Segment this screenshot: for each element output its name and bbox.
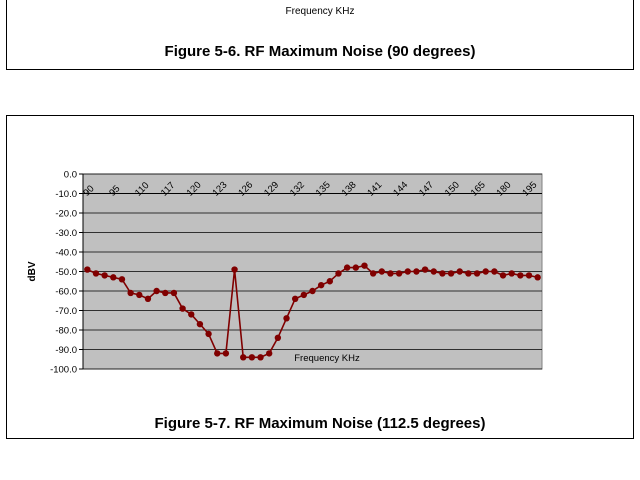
data-point bbox=[352, 264, 360, 271]
y-tick-label: -90.0 bbox=[55, 345, 77, 356]
data-point bbox=[162, 289, 169, 297]
data-point bbox=[430, 268, 437, 275]
data-point bbox=[439, 270, 446, 277]
data-point bbox=[265, 350, 273, 357]
data-point bbox=[369, 270, 377, 277]
data-point bbox=[525, 272, 533, 279]
y-tick-label: -20.0 bbox=[55, 209, 77, 220]
data-point bbox=[508, 270, 515, 277]
data-point bbox=[456, 268, 463, 275]
figure-caption: Figure 5-7. RF Maximum Noise (112.5 degr… bbox=[154, 415, 486, 432]
data-point bbox=[343, 264, 351, 271]
data-point bbox=[257, 354, 264, 361]
data-point bbox=[240, 354, 247, 361]
data-point bbox=[248, 354, 256, 361]
data-point bbox=[291, 295, 299, 302]
data-point bbox=[300, 291, 308, 299]
y-tick-label: 0.0 bbox=[64, 170, 77, 181]
y-tick-label: -10.0 bbox=[55, 189, 77, 200]
y-tick-label: -40.0 bbox=[55, 248, 77, 259]
data-point bbox=[491, 268, 498, 275]
data-point bbox=[465, 270, 472, 277]
y-axis-title: dBV bbox=[27, 261, 38, 281]
noise-line-chart: 0.0 -10.0 -20.0 -30.0 -40.0 -50.0 -60.0 -70.0 -8… bbox=[27, 170, 543, 376]
data-point bbox=[499, 272, 507, 279]
data-point bbox=[387, 270, 394, 277]
y-tick-label: -80.0 bbox=[55, 326, 77, 337]
data-point bbox=[326, 278, 334, 285]
data-point bbox=[231, 266, 238, 273]
y-tick-label: -70.0 bbox=[55, 306, 77, 317]
data-point bbox=[196, 320, 204, 328]
data-point bbox=[214, 350, 221, 357]
figure-5-7-panel: 0.0 -10.0 -20.0 -30.0 -40.0 -50.0 -60.0 -70.0 -8… bbox=[6, 115, 634, 439]
data-point bbox=[136, 291, 143, 299]
data-point bbox=[309, 287, 316, 295]
data-point bbox=[482, 268, 489, 275]
data-point bbox=[421, 266, 429, 273]
x-axis-title: Frequency KHz bbox=[285, 6, 355, 17]
y-tick-label: -60.0 bbox=[55, 287, 77, 298]
data-point bbox=[153, 287, 160, 295]
data-point bbox=[110, 274, 117, 281]
data-point bbox=[335, 270, 342, 277]
data-point bbox=[118, 276, 126, 283]
data-point bbox=[404, 268, 411, 275]
data-point bbox=[127, 289, 134, 297]
data-point bbox=[170, 289, 178, 297]
data-point bbox=[378, 268, 385, 275]
y-tick-label: -30.0 bbox=[55, 228, 77, 239]
data-point bbox=[517, 272, 524, 279]
data-point bbox=[144, 295, 152, 302]
data-point bbox=[101, 272, 108, 279]
data-point bbox=[274, 334, 282, 341]
data-point bbox=[283, 315, 290, 322]
data-point bbox=[317, 281, 325, 289]
y-tick-label: -100.0 bbox=[50, 365, 77, 376]
x-axis-title: Frequency KHz bbox=[294, 353, 360, 364]
data-point bbox=[84, 266, 91, 273]
data-point bbox=[188, 311, 195, 318]
data-point bbox=[447, 270, 455, 277]
data-point bbox=[395, 270, 403, 277]
data-point bbox=[413, 268, 420, 275]
data-point bbox=[222, 350, 230, 357]
data-point bbox=[205, 330, 212, 338]
data-point bbox=[361, 262, 368, 269]
data-point bbox=[473, 270, 481, 277]
figure-5-6-panel: Frequency KHz Figure 5-6. RF Maximum Noi… bbox=[6, 0, 634, 70]
figure-caption: Figure 5-6. RF Maximum Noise (90 degrees… bbox=[164, 43, 476, 60]
data-point bbox=[534, 274, 541, 281]
data-point bbox=[92, 270, 100, 277]
data-point bbox=[179, 305, 186, 312]
y-tick-label: -50.0 bbox=[55, 267, 77, 278]
